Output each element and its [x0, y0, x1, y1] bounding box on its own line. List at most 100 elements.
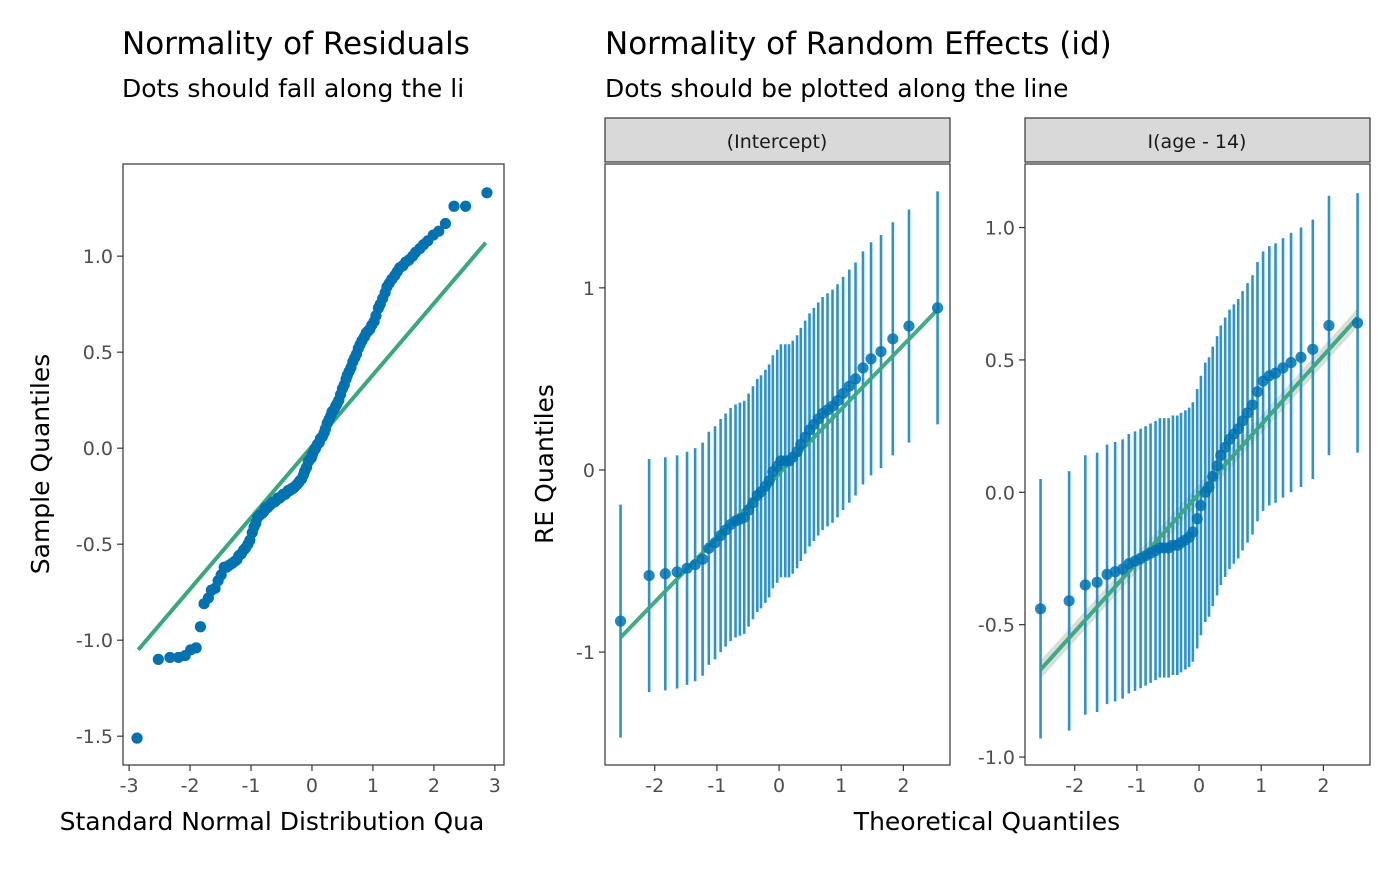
- age-point: [1079, 579, 1091, 591]
- intercept-point: [865, 353, 877, 365]
- intercept-point: [837, 387, 849, 400]
- intercept-marks: [614, 191, 944, 738]
- age-ytick-label: -1.0: [978, 747, 1015, 769]
- intercept-strip-label: (Intercept): [727, 131, 828, 153]
- intercept-xtick-label: 2: [897, 775, 909, 797]
- residual-point: [190, 642, 202, 654]
- intercept-ytick-label: -1: [576, 642, 595, 664]
- residual-point: [152, 653, 164, 665]
- residuals-marks: [131, 187, 493, 744]
- residuals-ytick-label: 1.0: [83, 246, 113, 268]
- intercept-point: [857, 362, 869, 374]
- residuals-panel-border: [122, 163, 505, 766]
- intercept-xtick-label: -1: [707, 775, 726, 797]
- intercept-point: [931, 302, 944, 314]
- age-marks: [1034, 193, 1364, 739]
- intercept-xtick-label: 1: [835, 775, 847, 797]
- residuals-ylabel: Sample Quantiles: [26, 354, 55, 574]
- residuals-ytick-label: 0.5: [83, 342, 113, 364]
- age-point: [1091, 576, 1103, 588]
- intercept-point: [671, 566, 683, 578]
- residuals-xtick-label: -1: [242, 775, 261, 797]
- age-xtick-label: 1: [1255, 775, 1267, 797]
- age-point: [1251, 386, 1264, 398]
- intercept-point: [696, 553, 709, 565]
- residual-point: [433, 225, 445, 237]
- intercept-xtick-label: 0: [773, 775, 785, 797]
- age-axes: -2 -1 0 1 2 -1.0 -0.5 0.0 0.5 1.0: [978, 218, 1330, 797]
- residual-point: [194, 621, 207, 633]
- age-ytick-label: 0.5: [985, 350, 1015, 372]
- residuals-subtitle: Dots should fall along the li: [122, 74, 464, 103]
- intercept-axes: -2 -1 0 1 2 -1 0 1: [576, 278, 909, 797]
- age-ytick-label: 1.0: [985, 218, 1015, 240]
- age-point: [1295, 351, 1307, 363]
- age-facet: I(age - 14) -2 -1 0 1 2 -1.0 -0.5 0.0 0.5 1.0: [978, 117, 1371, 797]
- residuals-xtick-label: 1: [367, 775, 379, 797]
- residuals-axes: -3 -2 -1 0 1 2 3 -1.5 -1.0 -0.5 0.0 0.5 1.0: [76, 246, 501, 797]
- age-point: [1351, 317, 1364, 329]
- intercept-point: [875, 345, 887, 358]
- age-xtick-label: -2: [1065, 775, 1084, 797]
- residual-point: [448, 200, 460, 212]
- intercept-point: [643, 569, 655, 582]
- intercept-point: [614, 615, 627, 627]
- residuals-xlabel: Standard Normal Distribution Qua: [60, 807, 485, 836]
- intercept-point: [763, 475, 775, 487]
- intercept-facet: (Intercept) -2 -1 0 1 2 -1 0 1: [576, 117, 951, 797]
- age-xtick-label: 2: [1317, 775, 1329, 797]
- age-strip-label: I(age - 14): [1148, 131, 1247, 153]
- age-point: [1191, 513, 1203, 525]
- residuals-ytick-label: -1.5: [76, 726, 113, 748]
- age-point: [1277, 362, 1289, 374]
- age-point: [1323, 319, 1335, 332]
- intercept-panel-border: [604, 163, 951, 766]
- age-point: [1195, 499, 1207, 512]
- intercept-reference-line: [619, 308, 940, 639]
- age-panel-border: [1024, 163, 1371, 766]
- intercept-ytick-label: 0: [583, 460, 595, 482]
- intercept-point: [887, 333, 899, 345]
- residual-point: [131, 732, 143, 744]
- intercept-point: [903, 320, 915, 332]
- intercept-point: [843, 380, 855, 392]
- re-ylabel: RE Quantiles: [530, 384, 559, 544]
- re-xlabel: Theoretical Quantiles: [853, 807, 1120, 836]
- intercept-ytick-label: 1: [583, 278, 595, 300]
- residuals-ytick-label: -0.5: [76, 534, 113, 556]
- intercept-point: [659, 568, 671, 580]
- residuals-ytick-label: 0.0: [83, 438, 113, 460]
- residual-point: [164, 651, 176, 664]
- intercept-point: [849, 373, 862, 385]
- residuals-xtick-label: 3: [489, 775, 501, 797]
- residuals-ytick-label: -1.0: [76, 630, 113, 652]
- age-xtick-label: 0: [1193, 775, 1205, 797]
- age-ytick-label: 0.0: [985, 482, 1015, 504]
- re-subtitle: Dots should be plotted along the line: [605, 74, 1069, 103]
- age-point: [1307, 343, 1319, 355]
- residuals-xtick-label: -3: [120, 775, 139, 797]
- residuals-xtick-label: -2: [181, 775, 200, 797]
- age-point: [1034, 603, 1047, 615]
- age-xtick-label: -1: [1127, 775, 1146, 797]
- age-point: [1285, 356, 1297, 369]
- intercept-xtick-label: -2: [645, 775, 664, 797]
- age-point: [1211, 460, 1223, 472]
- age-ytick-label: -0.5: [978, 615, 1015, 637]
- age-point: [1207, 470, 1219, 483]
- residuals-xtick-label: 0: [306, 775, 318, 797]
- age-point: [1187, 526, 1199, 538]
- intercept-strip: [604, 117, 951, 163]
- residual-point: [439, 217, 452, 230]
- age-reference-line: [1039, 316, 1360, 672]
- residual-point: [459, 200, 472, 212]
- residuals-xtick-label: 2: [428, 775, 440, 797]
- residuals-panel-bg: [123, 164, 504, 765]
- age-point: [1063, 595, 1075, 607]
- age-point: [1203, 481, 1215, 493]
- re-title: Normality of Random Effects (id): [605, 26, 1112, 62]
- residuals-title: Normality of Residuals: [122, 26, 470, 62]
- age-point: [1246, 399, 1259, 411]
